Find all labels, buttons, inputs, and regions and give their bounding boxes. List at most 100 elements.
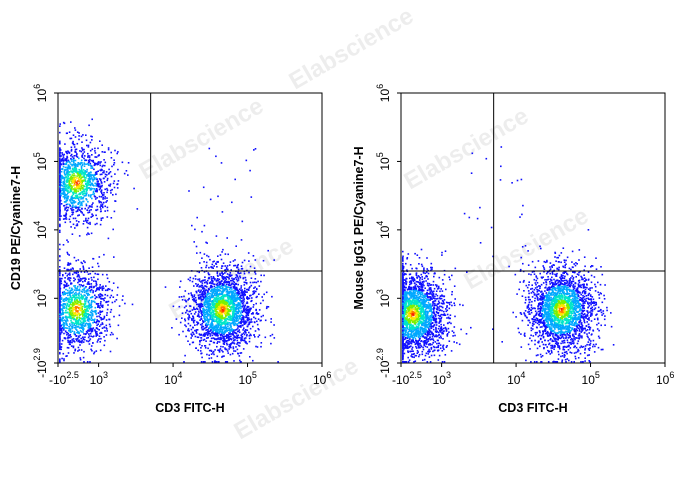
event-dot — [93, 321, 96, 323]
event-dot — [79, 308, 81, 310]
event-dot — [413, 314, 415, 317]
event-dot — [90, 328, 93, 330]
event-dot — [60, 187, 62, 190]
event-dot — [76, 316, 78, 319]
event-dot — [68, 171, 71, 173]
event-dot — [87, 222, 90, 225]
event-dot — [205, 329, 207, 331]
event-dot — [254, 286, 256, 288]
event-dot — [202, 296, 204, 298]
event-dot — [114, 149, 116, 152]
event-dot — [199, 304, 201, 307]
event-dot — [87, 300, 89, 303]
event-dot — [228, 332, 230, 334]
event-dot — [203, 333, 205, 336]
event-dot — [269, 335, 272, 337]
event-dot — [203, 312, 205, 315]
event-dot — [94, 178, 96, 181]
event-dot — [211, 279, 214, 282]
event-dot — [60, 176, 62, 179]
event-dot — [67, 253, 69, 255]
x-tick-label: 104 — [164, 370, 182, 387]
event-dot — [68, 166, 70, 169]
event-dot — [79, 344, 81, 346]
event-dot — [235, 304, 237, 306]
event-dot — [59, 176, 61, 178]
event-dot — [92, 327, 95, 329]
event-dot — [238, 355, 241, 357]
event-dot — [64, 272, 67, 275]
event-dot — [88, 307, 90, 310]
event-dot — [209, 309, 212, 312]
event-dot — [230, 338, 232, 340]
event-dot — [217, 349, 219, 351]
event-dot — [227, 297, 229, 299]
event-dot — [226, 350, 229, 352]
event-dot — [432, 342, 434, 344]
event-dot — [59, 212, 61, 214]
event-dot — [75, 294, 78, 296]
event-dot — [101, 151, 104, 153]
event-dot — [254, 148, 257, 150]
event-dot — [114, 300, 116, 303]
event-dot — [237, 308, 240, 311]
event-dot — [216, 301, 219, 303]
event-dot — [415, 283, 418, 286]
event-dot — [59, 189, 61, 192]
event-dot — [228, 345, 230, 348]
event-dot — [253, 334, 255, 336]
event-dot — [81, 147, 83, 149]
event-dot — [71, 207, 74, 209]
event-dot — [212, 276, 215, 278]
event-dot — [66, 166, 69, 169]
event-dot — [59, 279, 61, 282]
event-dot — [229, 290, 232, 293]
event-dot — [64, 337, 66, 339]
event-dot — [220, 323, 223, 326]
event-dot — [254, 278, 257, 280]
event-dot — [193, 321, 195, 324]
event-dot — [250, 319, 252, 321]
event-dot — [77, 340, 80, 343]
event-dot — [226, 329, 228, 332]
event-dot — [59, 317, 61, 320]
event-dot — [233, 284, 236, 286]
event-dot — [90, 331, 93, 333]
event-dot — [84, 311, 87, 313]
event-dot — [235, 346, 237, 348]
event-dot — [211, 332, 213, 334]
event-dot — [73, 322, 75, 325]
event-dot — [127, 162, 130, 164]
event-dot — [221, 323, 223, 325]
event-dot — [72, 296, 75, 298]
event-dot — [94, 301, 96, 304]
event-dot — [202, 361, 205, 363]
event-dot — [407, 330, 410, 333]
event-dot — [62, 195, 65, 198]
event-dot — [92, 319, 94, 321]
event-dot — [232, 314, 234, 316]
event-dot — [76, 180, 79, 183]
event-dot — [233, 342, 236, 345]
event-dot — [100, 169, 102, 172]
event-dot — [200, 284, 203, 287]
event-dot — [181, 317, 183, 319]
event-dot — [217, 284, 219, 287]
event-dot — [193, 306, 195, 309]
event-dot — [80, 337, 82, 340]
event-dot — [62, 321, 65, 324]
event-dot — [198, 297, 200, 300]
event-dot — [71, 301, 73, 303]
event-dot — [82, 319, 85, 322]
event-dot — [95, 183, 98, 185]
event-dot — [117, 180, 120, 182]
event-dot — [80, 210, 82, 213]
event-dot — [65, 199, 68, 202]
event-dot — [74, 311, 77, 314]
event-dot — [224, 300, 227, 303]
event-dot — [220, 311, 222, 313]
event-dot — [87, 313, 89, 315]
event-dot — [229, 310, 232, 312]
event-dot — [59, 259, 61, 262]
event-dot — [83, 151, 86, 153]
